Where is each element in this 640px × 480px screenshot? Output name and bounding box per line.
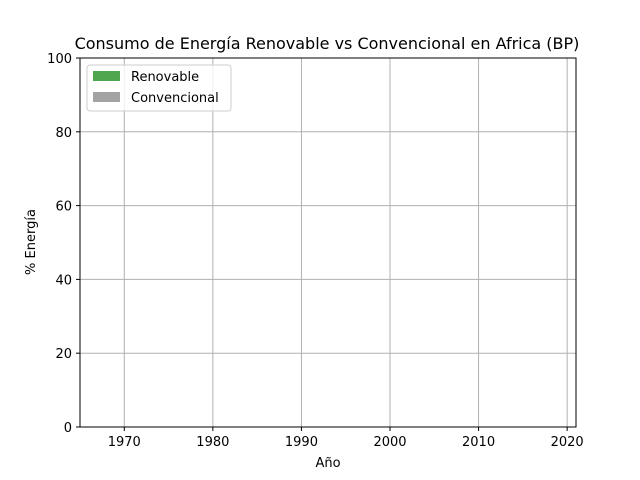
x-tick-label: 2020 [551,435,584,450]
x-tick-label: 1990 [285,435,318,450]
x-axis-label: Año [315,456,340,471]
y-tick-label: 20 [55,347,72,362]
legend-swatch-renovable [93,71,120,81]
y-axis: 0 20 40 60 80 100 [47,52,80,436]
y-tick-label: 100 [47,52,72,67]
chart-title: Consumo de Energía Renovable vs Convenci… [75,34,580,53]
y-tick-label: 40 [55,273,72,288]
legend-box [86,64,232,112]
x-tick-label: 2000 [373,435,406,450]
y-tick-label: 0 [64,421,72,436]
legend-swatch-convencional [93,92,120,102]
x-tick-label: 2010 [462,435,495,450]
x-tick-label: 1980 [196,435,229,450]
legend-label-convencional: Convencional [131,91,219,106]
y-tick-label: 80 [55,126,72,141]
x-tick-label: 1970 [108,435,141,450]
plot-area-frame [79,57,577,428]
x-axis: 1970 1980 1990 2000 2010 2020 [108,427,584,450]
legend: Renovable Convencional [86,64,232,112]
legend-label-renovable: Renovable [131,70,199,85]
y-axis-label: % Energía [24,209,39,275]
grid [80,57,576,428]
y-tick-label: 60 [55,200,72,215]
